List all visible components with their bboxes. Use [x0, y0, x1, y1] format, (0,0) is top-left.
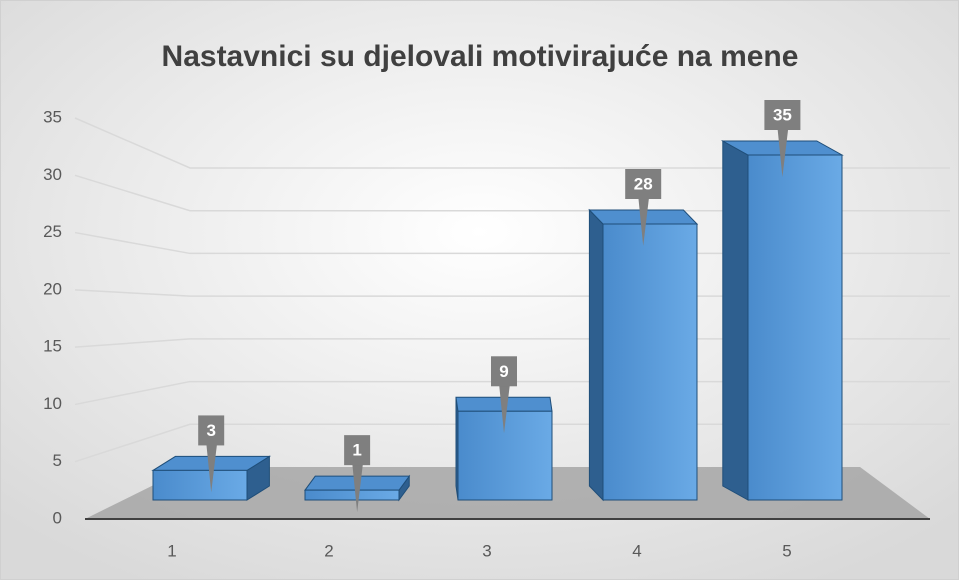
- data-label: 35: [773, 105, 792, 124]
- y-tick-label: 5: [53, 451, 62, 470]
- label-box: [198, 415, 225, 446]
- y-tick-label: 30: [43, 165, 62, 184]
- label-box: [491, 356, 517, 387]
- y-tick-label: 25: [43, 222, 62, 241]
- x-tick-label: 2: [324, 541, 333, 560]
- chart-title: Nastavnici su djelovali motivirajuće na …: [162, 40, 799, 73]
- label-box: [764, 100, 801, 130]
- y-tick-label: 0: [53, 508, 62, 527]
- y-tick-label: 20: [43, 279, 62, 298]
- label-box: [344, 435, 371, 466]
- bar: [455, 396, 553, 501]
- bar-front: [457, 410, 553, 501]
- x-tick-label: 1: [167, 541, 176, 560]
- label-pointer: [206, 442, 218, 493]
- bar-front: [152, 469, 248, 501]
- label-pointer: [499, 383, 510, 434]
- label-box: [625, 169, 662, 199]
- label-pointer: [777, 127, 789, 177]
- y-tick-label: 35: [43, 107, 62, 126]
- y-tick-label: 10: [43, 394, 62, 413]
- grid-line: [74, 174, 950, 212]
- data-label: 1: [352, 441, 361, 460]
- bar: [720, 140, 844, 501]
- bar-front: [747, 154, 843, 501]
- bar: [588, 208, 699, 502]
- data-label: 9: [499, 362, 508, 381]
- bar-side: [722, 140, 749, 501]
- y-tick-label: 15: [43, 337, 62, 356]
- x-tick-label: 4: [632, 541, 641, 560]
- bar-side: [588, 208, 604, 502]
- label-pointer: [638, 196, 650, 246]
- x-tick-label: 3: [482, 541, 491, 560]
- label-pointer: [352, 462, 364, 513]
- data-label: 28: [634, 174, 653, 193]
- bar-front: [602, 223, 698, 501]
- bar-front: [304, 489, 400, 501]
- x-tick-label: 5: [782, 541, 791, 560]
- grid-line: [74, 117, 950, 169]
- data-label: 3: [206, 421, 215, 440]
